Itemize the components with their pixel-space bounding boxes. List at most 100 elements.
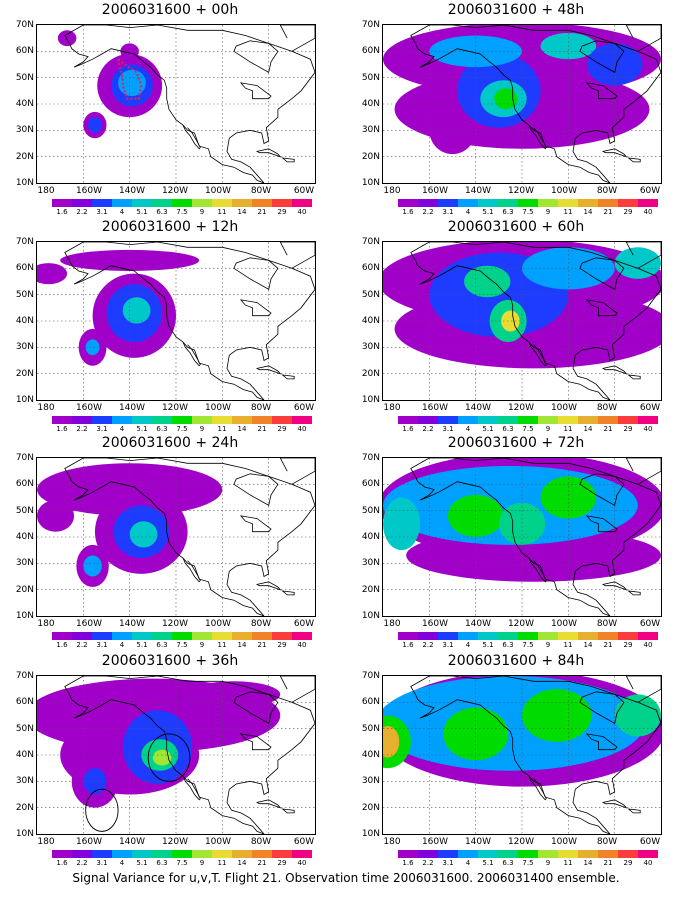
colorbar-swatch: [192, 850, 212, 858]
variance-contour: [83, 768, 107, 795]
colorbar-label: 6.3: [156, 208, 168, 216]
lon-tick-label: 180: [383, 619, 401, 629]
lat-tick-label: 10N: [15, 829, 34, 839]
colorbar-label: 29: [277, 641, 287, 649]
lat-tick-label: 50N: [15, 289, 34, 300]
colorbar-label: 1.6: [56, 859, 68, 867]
lat-tick-label: 40N: [15, 532, 34, 542]
map-panel: 2006031600 + 72h 70N 60N 50N 40N 30N 20N 10N 180…: [346, 433, 686, 649]
colorbar-label: 2.2: [76, 425, 88, 433]
coastline: [233, 257, 279, 291]
lon-tick-label: 140W: [464, 619, 492, 629]
lat-tick-label: 40N: [15, 750, 34, 760]
colorbar-swatch: [172, 416, 192, 424]
lat-tick-label: 20N: [361, 584, 380, 595]
lon-tick-label: 100W: [204, 186, 232, 196]
lat-tick-label: 10N: [15, 178, 34, 188]
colorbar-label: 40: [297, 208, 307, 216]
colorbar-label: 6.3: [502, 208, 514, 216]
colorbar-swatch: [172, 850, 192, 858]
lat-tick-label: 30N: [15, 342, 34, 353]
colorbar: [398, 632, 658, 640]
colorbar-swatch: [558, 199, 578, 207]
colorbar-label: 7.5: [176, 425, 188, 433]
coastline: [64, 676, 315, 834]
lat-tick-label: 60N: [361, 479, 380, 490]
variance-contour: [614, 247, 661, 279]
lon-tick-label: 160W: [75, 619, 103, 629]
colorbar-swatch: [52, 199, 72, 207]
colorbar-label: 4: [119, 425, 125, 433]
coastline: [281, 590, 295, 596]
coastline: [281, 374, 295, 380]
colorbar-swatch: [192, 632, 212, 640]
lon-tick-label: 140W: [118, 403, 146, 413]
colorbar-swatch: [252, 850, 272, 858]
target-circle: [147, 733, 191, 782]
colorbar-label: 29: [277, 425, 287, 433]
coastline: [279, 676, 315, 703]
variance-contour: [122, 297, 151, 324]
panel-title: 2006031600 + 48h: [447, 2, 585, 18]
coastline: [585, 82, 618, 100]
lon-tick-label: 120W: [507, 186, 535, 196]
map-panel: 2006031600 + 84h 70N 60N 50N 40N 30N 20N 10N 180…: [346, 651, 686, 867]
colorbar-label: 14: [237, 208, 247, 216]
colorbar-label: 40: [643, 208, 653, 216]
coastline: [64, 458, 315, 616]
panel-title: 2006031600 + 84h: [447, 653, 585, 669]
colorbar-label: 40: [297, 859, 307, 867]
coastline: [239, 733, 272, 751]
lat-tick-label: 50N: [15, 723, 34, 734]
variance-map-svg: [37, 676, 315, 834]
colorbar-label: 2.2: [76, 641, 88, 649]
lat-tick-label: 60N: [15, 479, 34, 490]
coastline: [233, 40, 279, 74]
coastline: [239, 299, 272, 317]
map-plot-area: [382, 24, 662, 184]
colorbar-label: 3.1: [442, 859, 454, 867]
colorbar-swatch: [538, 416, 558, 424]
colorbar-swatch: [498, 632, 518, 640]
colorbar-label: 21: [603, 208, 613, 216]
colorbar-swatch: [152, 850, 172, 858]
colorbar: [398, 199, 658, 207]
variance-contour: [187, 681, 281, 708]
colorbar-swatch: [232, 850, 252, 858]
colorbar-label: 40: [643, 425, 653, 433]
lat-tick-label: 60N: [361, 46, 380, 57]
lat-tick-label: 40N: [361, 532, 380, 542]
colorbar: [398, 850, 658, 858]
colorbar-swatch: [538, 199, 558, 207]
colorbar-label: 11: [563, 859, 573, 867]
coastline: [279, 458, 315, 485]
colorbar-swatch: [232, 199, 252, 207]
lat-tick-label: 30N: [361, 342, 380, 353]
colorbar-swatch: [52, 632, 72, 640]
colorbar-label: 5.1: [136, 641, 148, 649]
colorbar-label: 21: [603, 425, 613, 433]
lon-tick-label: 120W: [507, 619, 535, 629]
colorbar-label: 2.2: [422, 641, 434, 649]
colorbar-swatch: [418, 632, 438, 640]
map-panel: 2006031600 + 00h 70N 60N 50N 40N 30N 20N 10N 180…: [0, 0, 340, 216]
colorbar-swatch: [398, 199, 418, 207]
lon-tick-label: 60W: [293, 837, 315, 847]
colorbar-swatch: [112, 632, 132, 640]
lat-tick-label: 70N: [361, 671, 380, 681]
colorbar-swatch: [638, 850, 658, 858]
coastline: [625, 25, 661, 52]
colorbar-swatch: [132, 632, 152, 640]
coastline: [579, 691, 625, 725]
coastline: [579, 473, 625, 507]
panel-title: 2006031600 + 36h: [101, 653, 239, 669]
lon-tick-label: 80W: [250, 619, 272, 629]
lon-tick-label: 80W: [596, 619, 618, 629]
colorbar-swatch: [478, 850, 498, 858]
colorbar-swatch: [638, 632, 658, 640]
variance-contour: [87, 117, 102, 133]
colorbar-swatch: [152, 416, 172, 424]
lon-tick-label: 80W: [250, 837, 272, 847]
lat-tick-label: 10N: [361, 395, 380, 405]
lon-tick-label: 140W: [464, 837, 492, 847]
